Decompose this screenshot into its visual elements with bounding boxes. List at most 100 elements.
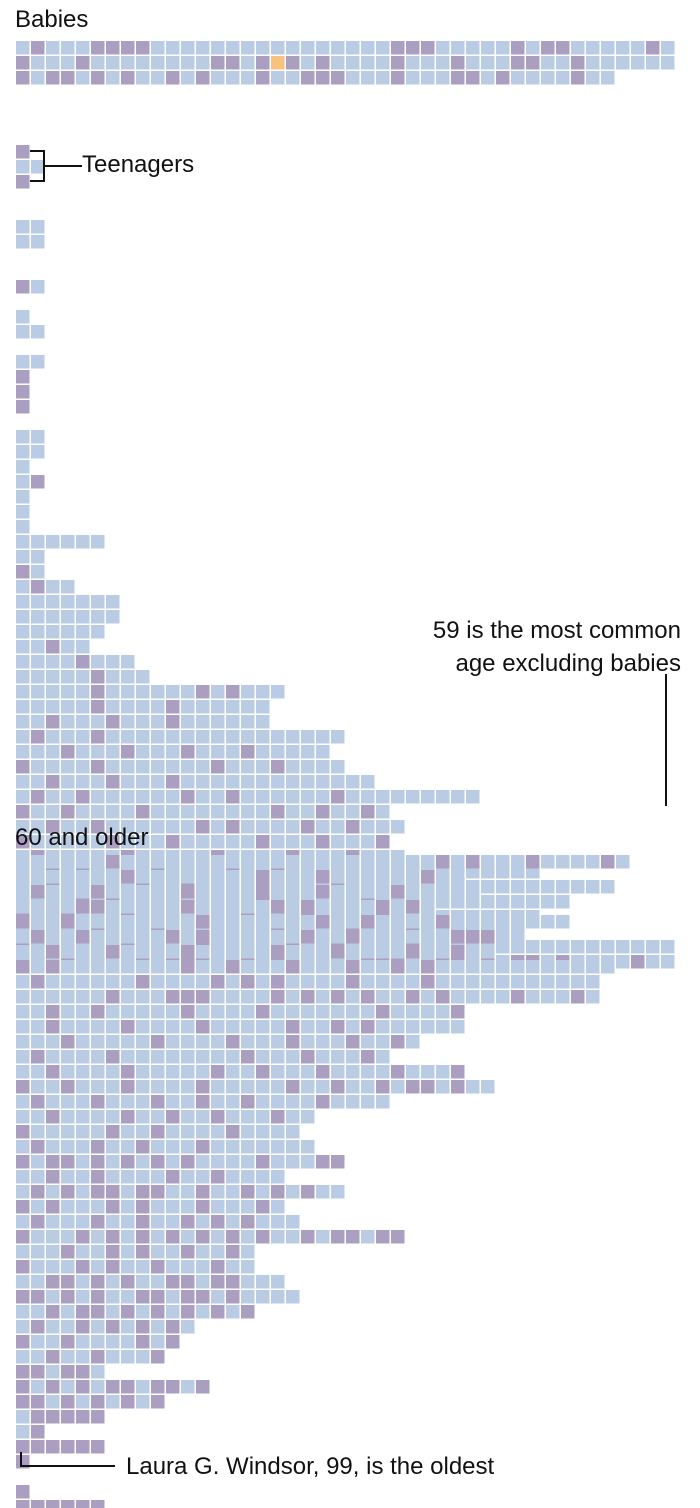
person-square bbox=[106, 1035, 120, 1049]
person-square bbox=[601, 56, 615, 70]
person-square bbox=[31, 870, 45, 884]
person-square bbox=[106, 41, 120, 55]
person-square bbox=[61, 1065, 75, 1079]
person-square bbox=[421, 885, 435, 899]
person-square bbox=[256, 41, 270, 55]
person-square bbox=[346, 1005, 360, 1019]
person-square bbox=[106, 775, 120, 789]
person-square bbox=[121, 885, 135, 899]
person-square bbox=[361, 71, 375, 85]
person-square bbox=[121, 730, 135, 744]
person-square bbox=[541, 880, 555, 894]
person-square bbox=[271, 56, 285, 70]
person-square bbox=[181, 990, 195, 1004]
person-square bbox=[391, 71, 405, 85]
person-square bbox=[181, 1380, 195, 1394]
person-square bbox=[46, 1065, 60, 1079]
person-square bbox=[76, 730, 90, 744]
person-square bbox=[286, 930, 300, 944]
person-square bbox=[346, 870, 360, 884]
person-square bbox=[46, 685, 60, 699]
person-square bbox=[406, 930, 420, 944]
person-square bbox=[76, 41, 90, 55]
person-square bbox=[631, 56, 645, 70]
person-square bbox=[346, 1035, 360, 1049]
person-square bbox=[31, 900, 45, 914]
person-square bbox=[61, 610, 75, 624]
person-square bbox=[181, 1125, 195, 1139]
person-square bbox=[181, 700, 195, 714]
person-square bbox=[286, 975, 300, 989]
person-square bbox=[106, 71, 120, 85]
person-square bbox=[106, 805, 120, 819]
person-square bbox=[391, 855, 405, 869]
person-square bbox=[286, 1095, 300, 1109]
person-square bbox=[346, 1020, 360, 1034]
person-square bbox=[316, 760, 330, 774]
person-square bbox=[256, 1155, 270, 1169]
person-square bbox=[121, 1200, 135, 1214]
person-square bbox=[76, 990, 90, 1004]
person-square bbox=[136, 1275, 150, 1289]
person-square bbox=[61, 805, 75, 819]
person-square bbox=[196, 71, 210, 85]
person-square bbox=[76, 1080, 90, 1094]
person-square bbox=[76, 945, 90, 959]
person-square bbox=[91, 1260, 105, 1274]
person-square bbox=[121, 1170, 135, 1184]
person-square bbox=[421, 56, 435, 70]
person-square bbox=[241, 1200, 255, 1214]
person-square bbox=[16, 1200, 30, 1214]
person-square bbox=[241, 1185, 255, 1199]
person-square bbox=[31, 730, 45, 744]
person-square bbox=[121, 685, 135, 699]
person-square bbox=[271, 1035, 285, 1049]
person-square bbox=[136, 835, 150, 849]
person-square bbox=[286, 730, 300, 744]
person-square bbox=[91, 975, 105, 989]
person-square bbox=[121, 1140, 135, 1154]
person-square bbox=[481, 1080, 495, 1094]
person-square bbox=[91, 1365, 105, 1379]
person-square bbox=[31, 535, 45, 549]
person-square bbox=[241, 700, 255, 714]
person-square bbox=[136, 885, 150, 899]
person-square bbox=[121, 1110, 135, 1124]
person-square bbox=[241, 56, 255, 70]
person-square bbox=[286, 1140, 300, 1154]
person-square bbox=[31, 355, 45, 369]
person-square bbox=[361, 1050, 375, 1064]
person-square bbox=[46, 1230, 60, 1244]
person-square bbox=[91, 1305, 105, 1319]
person-square bbox=[316, 855, 330, 869]
person-square bbox=[406, 1080, 420, 1094]
person-square bbox=[106, 1095, 120, 1109]
person-square bbox=[91, 1440, 105, 1454]
person-square bbox=[46, 1440, 60, 1454]
person-square bbox=[586, 960, 600, 974]
person-square bbox=[196, 685, 210, 699]
person-square bbox=[16, 310, 30, 324]
person-square bbox=[16, 580, 30, 594]
person-square bbox=[196, 1275, 210, 1289]
person-square bbox=[121, 805, 135, 819]
person-square bbox=[76, 870, 90, 884]
person-square bbox=[286, 1185, 300, 1199]
person-square bbox=[61, 1320, 75, 1334]
person-square bbox=[31, 220, 45, 234]
person-square bbox=[301, 71, 315, 85]
person-square bbox=[46, 535, 60, 549]
person-square bbox=[301, 855, 315, 869]
person-square bbox=[301, 1230, 315, 1244]
person-square bbox=[46, 1125, 60, 1139]
person-square bbox=[391, 900, 405, 914]
person-square bbox=[181, 805, 195, 819]
person-square bbox=[91, 670, 105, 684]
person-square bbox=[421, 870, 435, 884]
person-square bbox=[151, 930, 165, 944]
person-square bbox=[451, 885, 465, 899]
person-square bbox=[466, 71, 480, 85]
person-square bbox=[316, 885, 330, 899]
person-square bbox=[181, 715, 195, 729]
